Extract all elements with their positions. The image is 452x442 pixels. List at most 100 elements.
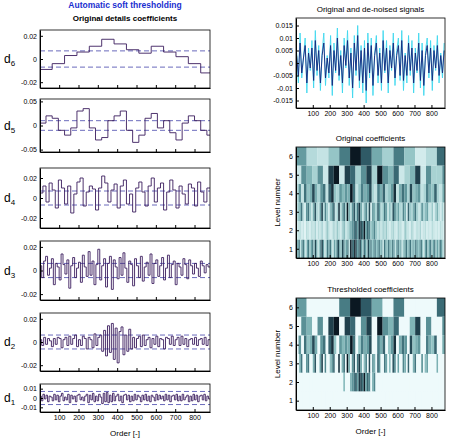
tick: -0.01: [21, 404, 43, 411]
coefficient-cell: [365, 354, 367, 373]
coefficient-cell: [362, 240, 363, 259]
tick: [78, 368, 79, 371]
axis-line: [41, 88, 211, 89]
coefficient-cell: [420, 221, 422, 240]
coefficient-cell: [304, 354, 306, 373]
step-riser: [173, 261, 174, 265]
coefficient-cell: [434, 391, 435, 410]
step-riser: [101, 335, 102, 351]
step-riser: [179, 186, 180, 208]
tick-label: 200: [324, 260, 336, 267]
coefficient-cell: [366, 391, 367, 410]
coefficient-cell: [410, 317, 415, 336]
coefficient-cell: [404, 184, 407, 203]
coefficient-cell: [399, 335, 402, 354]
coefficient-cell: [419, 391, 420, 410]
coefficient-cell: [328, 166, 333, 185]
step-riser: [203, 192, 204, 202]
step-riser: [47, 256, 48, 275]
step-riser: [199, 396, 200, 402]
coefficient-cell: [381, 203, 383, 222]
tick-label: -0.02: [21, 291, 37, 298]
step-riser: [179, 337, 180, 345]
coefficient-cell: [392, 354, 394, 373]
coefficient-cell: [345, 335, 348, 354]
signal-line: [297, 26, 444, 104]
coefficient-cell: [438, 373, 440, 392]
coefficient-cell: [361, 317, 366, 336]
tick-mark: [398, 255, 399, 258]
coefficient-cell: [352, 373, 354, 392]
coefficient-cell: [376, 203, 378, 222]
coefficient-cell: [307, 240, 308, 259]
coefficient-cell: [335, 391, 336, 410]
step-riser: [158, 395, 159, 400]
step-riser: [111, 323, 112, 352]
coefficient-cell: [406, 203, 408, 222]
tick-mark: [296, 88, 299, 89]
coefficient-cell: [308, 240, 309, 259]
coefficient-step: [99, 188, 102, 189]
step-riser: [61, 180, 62, 188]
tick-mark: [296, 326, 299, 327]
coefficient-cell: [334, 391, 335, 410]
step-riser: [132, 265, 133, 286]
coefficient-cell: [374, 391, 375, 410]
tick-mark: [296, 230, 299, 231]
tick-label: -0.05: [21, 146, 37, 153]
coefficient-cell: [431, 335, 434, 354]
coefficient-cell: [415, 240, 416, 259]
tick: [98, 225, 99, 228]
tick: 1: [289, 245, 299, 252]
coefficient-cell: [388, 240, 389, 259]
panel-label: d5: [4, 119, 16, 135]
x-axis: [41, 85, 211, 89]
step-riser: [80, 394, 81, 400]
step-riser: [172, 180, 173, 190]
coefficient-cell: [304, 203, 306, 222]
coefficient-cell: [406, 391, 407, 410]
coefficient-step: [49, 396, 51, 397]
coefficient-cell: [337, 354, 339, 373]
detail-panel: -0.0200.02d2: [4, 313, 211, 372]
coefficient-cell: [369, 221, 371, 240]
tick-label: 0.01: [23, 385, 37, 392]
step-riser: [166, 394, 167, 400]
coefficient-cell: [318, 317, 323, 336]
tick-mark: [296, 63, 299, 64]
coefficient-cell: [408, 240, 409, 259]
coefficient-cell: [394, 203, 396, 222]
coefficient-cell: [373, 391, 374, 410]
plot-frame: [296, 18, 445, 108]
coefficient-cell: [301, 184, 304, 203]
tick-mark: [156, 85, 157, 88]
step-riser: [126, 180, 127, 204]
coefficient-cell: [383, 240, 384, 259]
coefficient-step: [57, 337, 59, 338]
step-riser: [99, 249, 100, 280]
step-riser: [69, 394, 70, 402]
coefficient-cell: [323, 373, 325, 392]
coefficient-cell: [331, 354, 333, 373]
tick: 800: [189, 409, 201, 421]
panel-title: Thresholded coefficients: [327, 285, 414, 294]
coefficient-cell: [377, 335, 380, 354]
coefficient-cell: [362, 373, 364, 392]
map-background: [296, 298, 445, 410]
coefficient-cell: [426, 335, 429, 354]
coefficient-cell: [313, 391, 314, 410]
step-riser: [132, 194, 133, 212]
step-riser: [184, 259, 185, 265]
step-riser: [72, 258, 73, 266]
coefficient-cell: [431, 221, 433, 240]
coefficient-cell: [328, 298, 339, 317]
coefficient-step: [77, 111, 83, 112]
threshold-line: [40, 277, 210, 278]
coefficient-cell: [360, 354, 362, 373]
coefficient-cell: [372, 335, 375, 354]
tick: [98, 368, 99, 371]
coefficient-cell: [374, 373, 376, 392]
coefficient-cell: [384, 221, 386, 240]
coefficient-cell: [393, 391, 394, 410]
coefficient-cell: [407, 335, 410, 354]
